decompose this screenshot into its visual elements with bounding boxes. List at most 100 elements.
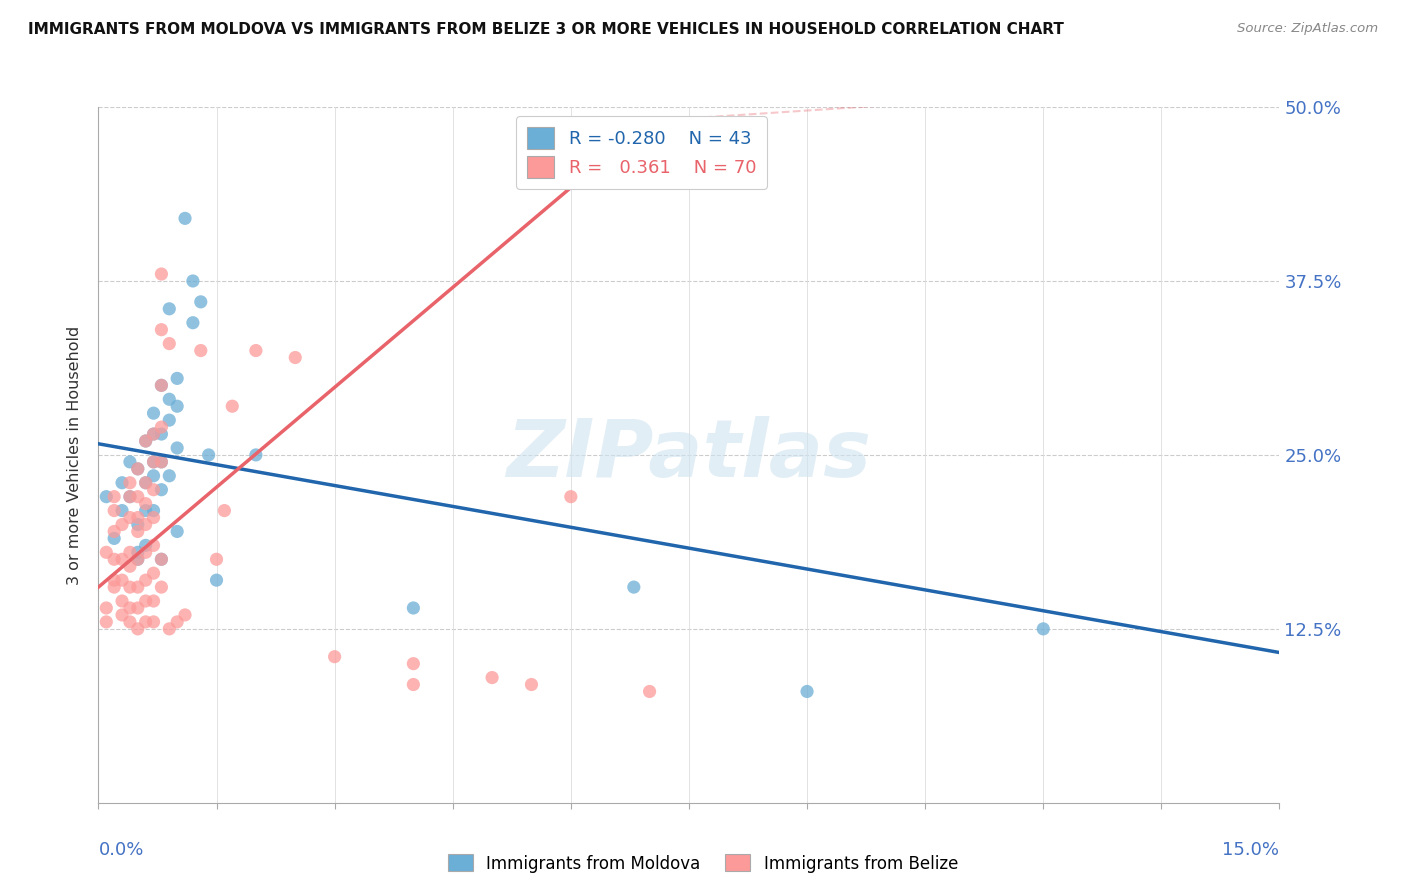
Point: [150, 267, 173, 281]
Point: [150, 483, 173, 497]
Point: [157, 468, 180, 483]
Point: [103, 490, 125, 504]
Point: [150, 427, 173, 442]
Point: [157, 413, 180, 427]
Point: [142, 503, 165, 517]
Point: [142, 538, 165, 552]
Point: [111, 517, 134, 532]
Point: [127, 552, 149, 566]
Point: [127, 524, 149, 539]
Point: [221, 399, 243, 413]
Point: [157, 336, 180, 351]
Point: [111, 607, 134, 622]
Point: [118, 601, 141, 615]
Point: [135, 434, 157, 448]
Text: 15.0%: 15.0%: [1222, 841, 1279, 859]
Point: [150, 323, 173, 337]
Text: ZIPatlas: ZIPatlas: [506, 416, 872, 494]
Point: [181, 274, 204, 288]
Point: [118, 510, 141, 524]
Point: [166, 615, 188, 629]
Point: [135, 538, 157, 552]
Point: [150, 580, 173, 594]
Point: [150, 420, 173, 434]
Text: IMMIGRANTS FROM MOLDOVA VS IMMIGRANTS FROM BELIZE 3 OR MORE VEHICLES IN HOUSEHOL: IMMIGRANTS FROM MOLDOVA VS IMMIGRANTS FR…: [28, 22, 1064, 37]
Point: [142, 468, 165, 483]
Point: [103, 580, 125, 594]
Point: [520, 677, 543, 691]
Point: [402, 657, 425, 671]
Point: [142, 510, 165, 524]
Point: [135, 434, 157, 448]
Point: [96, 545, 118, 559]
Point: [111, 594, 134, 608]
Point: [638, 684, 661, 698]
Point: [142, 455, 165, 469]
Point: [142, 406, 165, 420]
Point: [103, 573, 125, 587]
Point: [96, 490, 118, 504]
Legend: Immigrants from Moldova, Immigrants from Belize: Immigrants from Moldova, Immigrants from…: [441, 847, 965, 880]
Point: [118, 490, 141, 504]
Point: [111, 573, 134, 587]
Point: [166, 399, 188, 413]
Point: [127, 552, 149, 566]
Point: [245, 448, 267, 462]
Point: [142, 455, 165, 469]
Point: [623, 580, 645, 594]
Point: [127, 510, 149, 524]
Point: [142, 615, 165, 629]
Y-axis label: 3 or more Vehicles in Household: 3 or more Vehicles in Household: [67, 326, 83, 584]
Point: [127, 545, 149, 559]
Point: [402, 601, 425, 615]
Point: [111, 503, 134, 517]
Point: [560, 490, 582, 504]
Point: [205, 552, 228, 566]
Point: [142, 594, 165, 608]
Point: [150, 455, 173, 469]
Point: [118, 559, 141, 574]
Point: [127, 462, 149, 476]
Text: 0.0%: 0.0%: [98, 841, 143, 859]
Point: [135, 475, 157, 490]
Point: [127, 580, 149, 594]
Point: [103, 524, 125, 539]
Point: [135, 545, 157, 559]
Point: [103, 503, 125, 517]
Point: [127, 462, 149, 476]
Point: [127, 490, 149, 504]
Point: [142, 427, 165, 442]
Point: [157, 392, 180, 407]
Point: [103, 552, 125, 566]
Point: [150, 378, 173, 392]
Point: [174, 211, 197, 226]
Point: [150, 455, 173, 469]
Point: [118, 545, 141, 559]
Point: [157, 622, 180, 636]
Point: [142, 566, 165, 581]
Point: [118, 455, 141, 469]
Point: [142, 427, 165, 442]
Point: [1032, 622, 1054, 636]
Point: [796, 684, 818, 698]
Point: [111, 552, 134, 566]
Point: [181, 316, 204, 330]
Point: [118, 490, 141, 504]
Point: [127, 601, 149, 615]
Point: [402, 677, 425, 691]
Point: [135, 503, 157, 517]
Point: [174, 607, 197, 622]
Point: [96, 601, 118, 615]
Point: [135, 497, 157, 511]
Point: [150, 552, 173, 566]
Point: [214, 503, 236, 517]
Point: [118, 580, 141, 594]
Point: [135, 573, 157, 587]
Point: [197, 448, 219, 462]
Point: [157, 301, 180, 316]
Point: [135, 517, 157, 532]
Point: [245, 343, 267, 358]
Legend: R = -0.280    N = 43, R =   0.361    N = 70: R = -0.280 N = 43, R = 0.361 N = 70: [516, 116, 768, 189]
Point: [150, 378, 173, 392]
Point: [205, 573, 228, 587]
